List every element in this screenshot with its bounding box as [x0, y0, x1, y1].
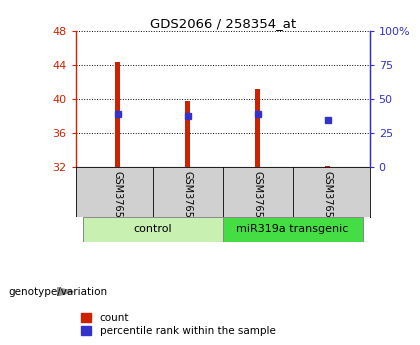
Text: GSM37654: GSM37654 — [323, 171, 333, 224]
Text: miR319a transgenic: miR319a transgenic — [236, 224, 349, 234]
Bar — [255, 89, 260, 167]
Text: GSM37653: GSM37653 — [252, 171, 262, 224]
Text: GSM37652: GSM37652 — [183, 171, 193, 224]
Bar — [115, 62, 121, 167]
Legend: count, percentile rank within the sample: count, percentile rank within the sample — [81, 313, 276, 336]
Text: GSM37651: GSM37651 — [113, 171, 123, 224]
Bar — [185, 101, 190, 167]
Polygon shape — [57, 287, 74, 296]
Bar — [325, 166, 331, 167]
Text: control: control — [133, 224, 172, 234]
Bar — [83, 217, 223, 241]
Bar — [223, 217, 362, 241]
Title: GDS2066 / 258354_at: GDS2066 / 258354_at — [150, 17, 296, 30]
Text: genotype/variation: genotype/variation — [8, 287, 108, 296]
